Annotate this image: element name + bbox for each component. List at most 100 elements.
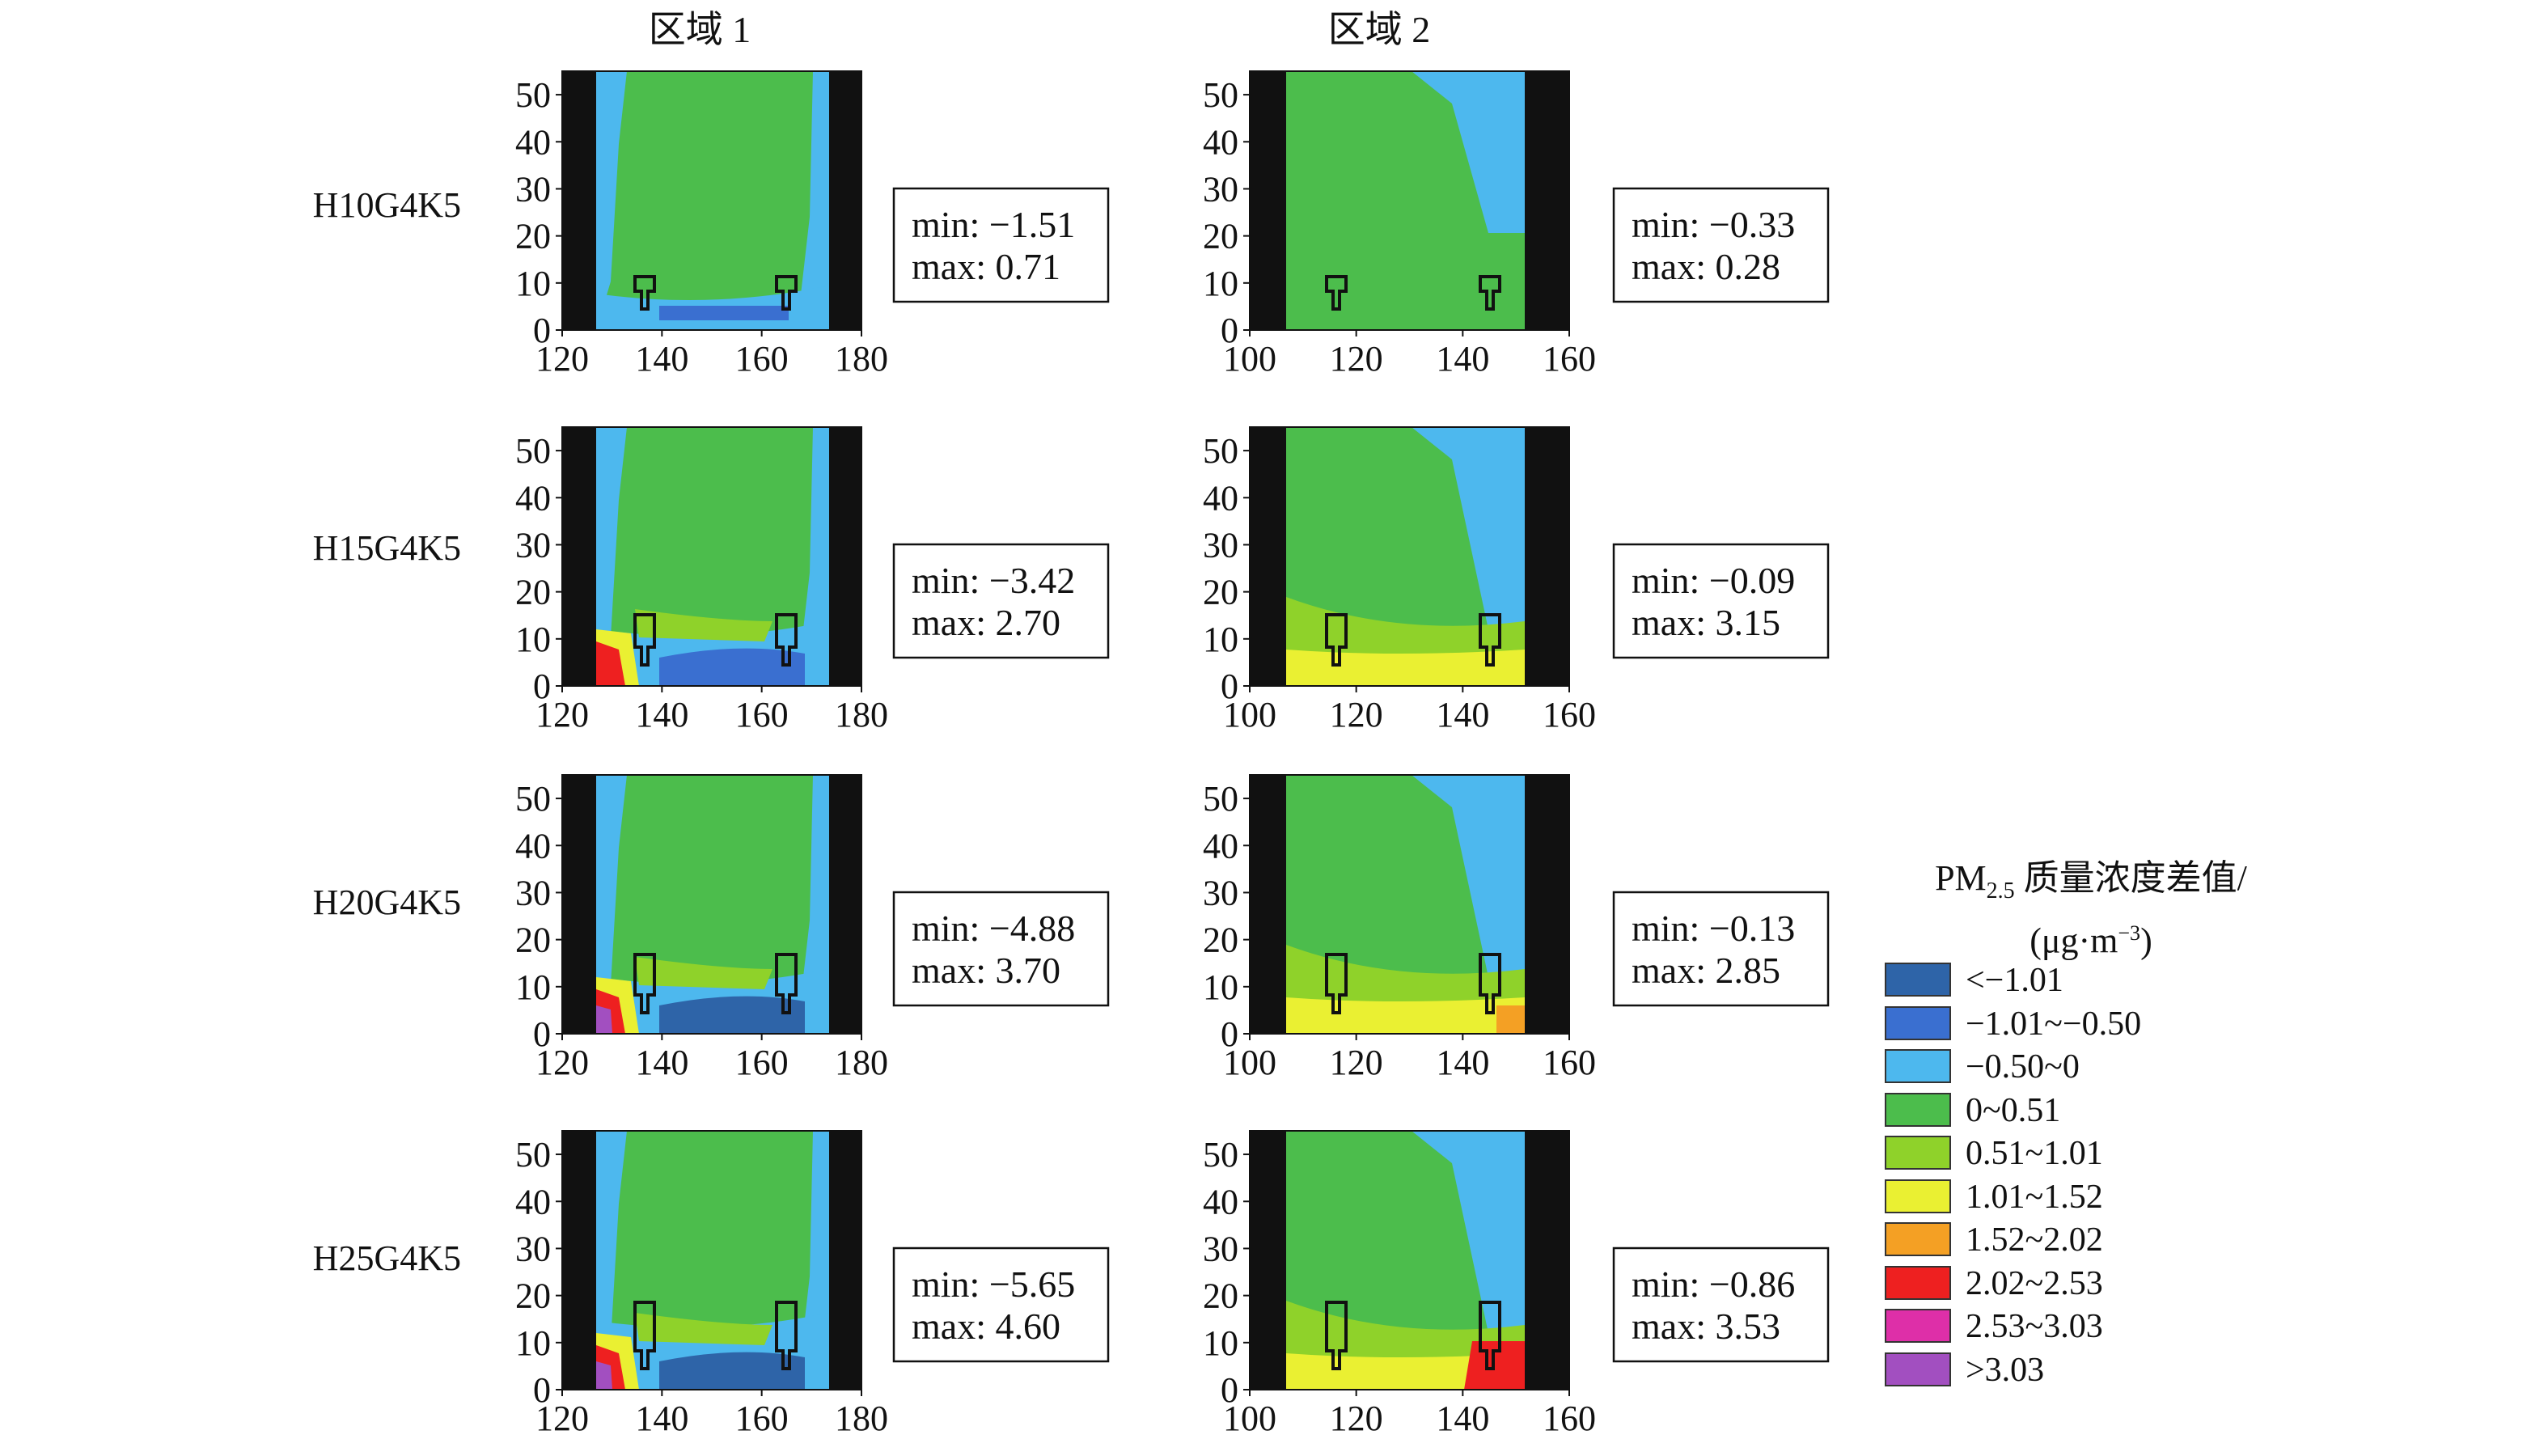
y-tick-label: 50	[515, 1135, 551, 1175]
x-tick-label: 160	[735, 695, 789, 734]
building-outline	[1325, 1301, 1348, 1370]
y-tick-label: 40	[515, 122, 551, 162]
stats-min: min: −1.51	[912, 204, 1075, 245]
stats-min: min: −0.86	[1632, 1263, 1795, 1305]
y-tick-label: 40	[1203, 826, 1238, 866]
x-tick-label: 140	[1436, 339, 1489, 379]
x-tick-label: 120	[535, 1399, 589, 1438]
x-tick-label: 100	[1223, 339, 1276, 379]
lime-band	[635, 1313, 772, 1345]
legend-label: 0~0.51	[1966, 1091, 2061, 1129]
legend-unit-prefix: (μg·m	[2030, 921, 2118, 961]
x-tick-label: 160	[1543, 1043, 1596, 1082]
blue-patch	[659, 306, 789, 320]
building-outline	[1325, 953, 1348, 1014]
legend-swatch	[1885, 1265, 1951, 1300]
stats-max: max: 4.60	[912, 1306, 1060, 1347]
left-wall	[1250, 775, 1286, 1034]
y-tick-label: 10	[515, 620, 551, 659]
stats-max: max: 0.28	[1632, 246, 1780, 287]
lblue-right-band	[797, 427, 829, 686]
y-tick-label: 0	[533, 311, 551, 350]
y-tick-label: 0	[533, 1014, 551, 1054]
y-tick-label: 30	[1203, 1229, 1238, 1268]
panel-frame	[561, 774, 862, 1035]
stats-min: min: −0.09	[1632, 560, 1795, 601]
y-tick-label: 10	[1203, 620, 1238, 659]
stats-max: max: 3.53	[1632, 1306, 1780, 1347]
y-tick-label: 30	[1203, 873, 1238, 912]
stats-max: max: 2.70	[912, 602, 1060, 643]
left-wall	[562, 427, 596, 686]
legend-unit-suffix: )	[2140, 921, 2152, 961]
row-label-h10: H10G4K5	[312, 185, 461, 225]
y-tick-label: 20	[515, 921, 551, 960]
building-outline	[633, 613, 656, 667]
y-tick-label: 20	[1203, 921, 1238, 960]
y-tick-label: 30	[1203, 525, 1238, 565]
x-tick-label: 160	[1543, 1399, 1596, 1438]
right-wall	[1525, 775, 1569, 1034]
y-tick-label: 40	[1203, 478, 1238, 518]
stats-min: min: −0.33	[1632, 204, 1795, 245]
lblue-right-band	[797, 71, 829, 330]
lblue-left-band	[596, 71, 627, 330]
legend-title-pm: PM	[1935, 858, 1987, 898]
x-tick-label: 160	[735, 1043, 789, 1082]
panel-frame	[1249, 70, 1570, 331]
y-tick-label: 50	[1203, 779, 1238, 819]
right-wall	[829, 1131, 861, 1390]
left-wall	[1250, 1131, 1286, 1390]
y-tick-label: 40	[1203, 1182, 1238, 1221]
region-1-title: 区域 1	[648, 9, 751, 50]
x-tick-label: 140	[635, 1043, 688, 1082]
building-outline	[775, 275, 798, 311]
building-outline	[1479, 275, 1501, 311]
right-wall	[829, 427, 861, 686]
y-tick-label: 50	[515, 779, 551, 819]
blue-bottom-band	[659, 996, 805, 1034]
x-tick-label: 180	[835, 1399, 888, 1438]
legend-swatch	[1885, 1352, 1951, 1386]
lblue-wedge	[1412, 71, 1525, 233]
stats-box	[892, 543, 1110, 659]
building-outline	[633, 1301, 656, 1370]
row-label-h25: H25G4K5	[312, 1238, 461, 1278]
x-tick-label: 140	[635, 695, 688, 734]
y-tick-label: 40	[515, 826, 551, 866]
y-tick-label: 50	[1203, 431, 1238, 471]
y-tick-label: 10	[1203, 1323, 1238, 1363]
building-outline	[633, 275, 656, 311]
x-tick-label: 180	[835, 1043, 888, 1082]
building-outline	[1325, 613, 1348, 667]
y-tick-label: 50	[1203, 1135, 1238, 1175]
legend-label: 1.52~2.02	[1966, 1221, 2103, 1259]
stats-box	[1612, 187, 1830, 303]
x-tick-label: 100	[1223, 695, 1276, 734]
stats-max: max: 0.71	[912, 246, 1060, 287]
building-outline	[775, 1301, 798, 1370]
y-tick-label: 0	[1221, 311, 1238, 350]
y-tick-label: 20	[515, 217, 551, 256]
stats-box	[1612, 1246, 1830, 1363]
y-tick-label: 50	[515, 431, 551, 471]
legend-label: −0.50~0	[1966, 1048, 2080, 1086]
x-tick-label: 180	[835, 695, 888, 734]
x-tick-label: 120	[1330, 1043, 1383, 1082]
x-tick-label: 160	[1543, 339, 1596, 379]
lblue-right-band	[797, 775, 829, 1034]
y-tick-label: 40	[515, 478, 551, 518]
legend-label: 1.01~1.52	[1966, 1178, 2103, 1216]
x-tick-label: 160	[735, 1399, 789, 1438]
stats-max: max: 3.70	[912, 950, 1060, 991]
stats-min: min: −3.42	[912, 560, 1075, 601]
y-tick-label: 20	[1203, 1276, 1238, 1316]
purple-corner	[596, 1005, 612, 1034]
y-tick-label: 10	[515, 1323, 551, 1363]
y-tick-label: 50	[1203, 75, 1238, 115]
stats-box	[892, 1246, 1110, 1363]
x-tick-label: 120	[535, 1043, 589, 1082]
x-tick-label: 140	[635, 1399, 688, 1438]
y-tick-label: 50	[515, 75, 551, 115]
x-tick-label: 160	[735, 339, 789, 379]
